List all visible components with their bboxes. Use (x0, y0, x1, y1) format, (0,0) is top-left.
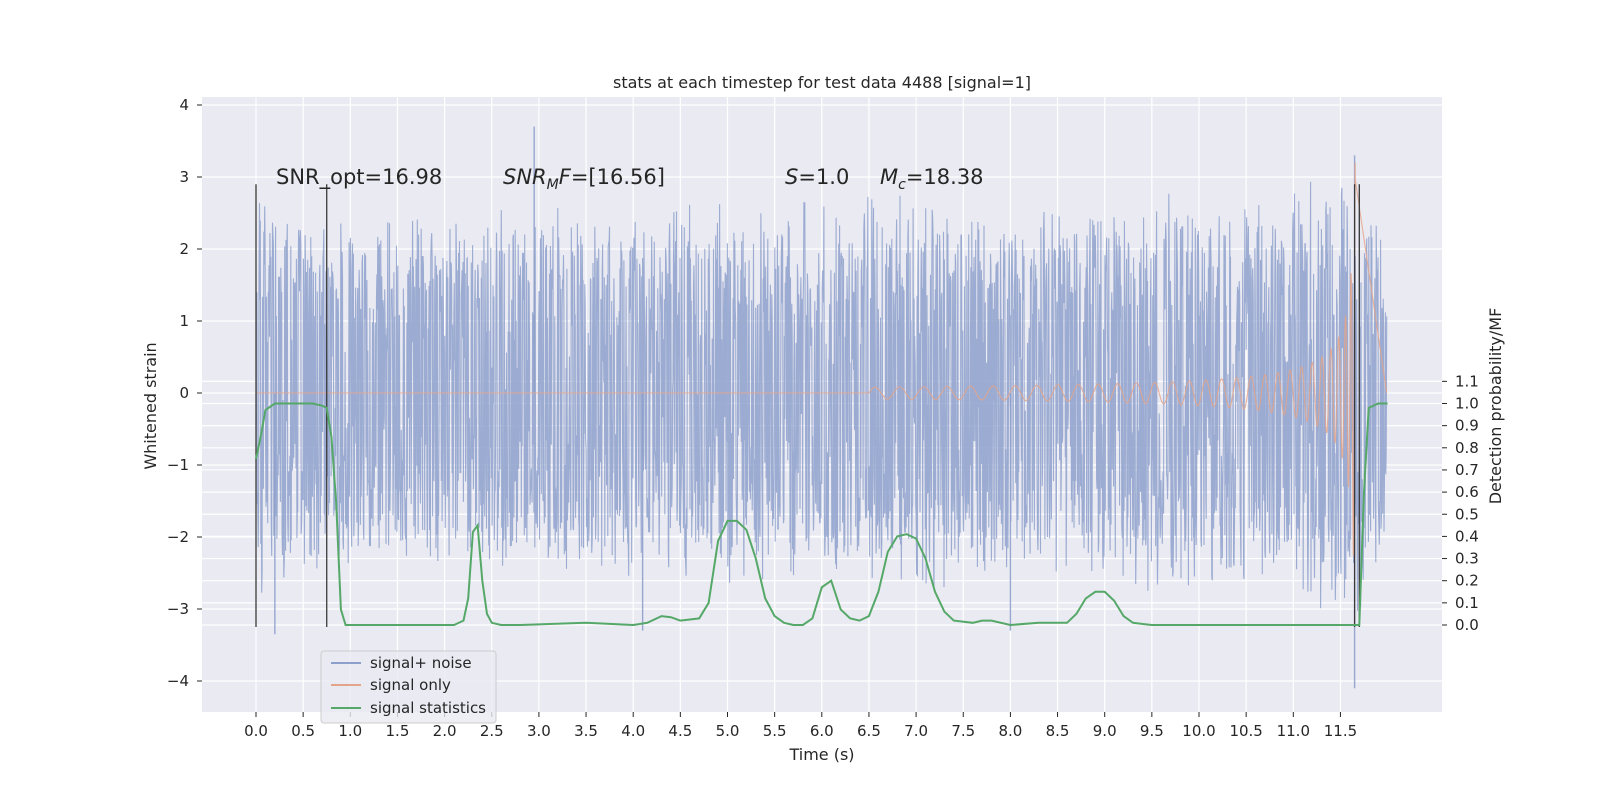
x-axis-label: Time (s) (788, 745, 854, 764)
x-tick-label: 1.5 (386, 722, 410, 740)
y-tick-label: −3 (167, 600, 189, 618)
y-tick-label: −2 (167, 528, 189, 546)
vertical-markers (255, 184, 1360, 627)
y-tick-label: 4 (179, 96, 189, 114)
y-tick-label: −4 (167, 672, 189, 690)
y-axis-label: Whitened strain (141, 342, 160, 469)
y-axis-right-label: Detection probability/MF (1486, 308, 1505, 505)
annotation-snr-opt: SNR_opt=16.98 (276, 165, 442, 190)
y-right-tick-label: 0.6 (1455, 483, 1479, 501)
y-right-tick-label: 0.1 (1455, 594, 1479, 612)
legend-label-signal-statistics: signal statistics (370, 699, 486, 717)
y-right-tick-label: 0.7 (1455, 461, 1479, 479)
y-tick-label: −1 (167, 456, 189, 474)
legend-box (320, 650, 497, 724)
x-tick-label: 10.0 (1182, 722, 1215, 740)
signal-noise-line (255, 181, 1388, 611)
y-right-tick-label: 0.5 (1455, 505, 1479, 523)
chart-title: stats at each timestep for test data 448… (613, 73, 1031, 92)
legend: signal+ noise signal only signal statist… (320, 650, 497, 724)
y-right-tick-label: 1.0 (1455, 395, 1479, 413)
x-tick-label: 8.0 (998, 722, 1022, 740)
x-tick-label: 3.5 (574, 722, 598, 740)
y-tick-label: 1 (179, 312, 189, 330)
y-tick-label: 2 (179, 240, 189, 258)
series-signal-only (256, 162, 1388, 557)
annotation-snr-mf: SNRMF=[16.56] (503, 165, 665, 193)
y-right-tick-label: 0.9 (1455, 417, 1479, 435)
x-tick-label: 4.5 (668, 722, 692, 740)
y-right-tick-label: 1.1 (1455, 372, 1479, 390)
y-right-tick-label: 0.4 (1455, 527, 1479, 545)
x-tick-label: 11.0 (1277, 722, 1310, 740)
x-tick-label: 9.5 (1140, 722, 1164, 740)
x-tick-label: 1.0 (338, 722, 362, 740)
signal-only-line (256, 162, 1388, 557)
series-signal-statistics (255, 402, 1388, 627)
x-tick-label: 5.0 (716, 722, 740, 740)
x-tick-label: 2.5 (480, 722, 504, 740)
x-tick-label: 0.5 (291, 722, 315, 740)
x-tick-label: 2.0 (433, 722, 457, 740)
y-right-tick-label: 0.0 (1455, 616, 1479, 634)
y-right-tick-label: 0.3 (1455, 550, 1479, 568)
x-tick-label: 6.0 (810, 722, 834, 740)
y-tick-label: 3 (179, 168, 189, 186)
x-tick-label: 4.0 (621, 722, 645, 740)
y-right-tick-label: 0.2 (1455, 572, 1479, 590)
x-tick-label: 3.0 (527, 722, 551, 740)
annotation-s: S=1.0 (785, 165, 849, 189)
x-tick-label: 10.5 (1229, 722, 1262, 740)
x-tick-label: 9.0 (1093, 722, 1117, 740)
x-tick-label: 7.0 (904, 722, 928, 740)
signal-statistics-line (255, 402, 1388, 627)
y-right-tick-label: 0.8 (1455, 439, 1479, 457)
annotation-mc: Mc=18.38 (880, 165, 984, 193)
x-tick-label: 0.0 (244, 722, 268, 740)
x-tick-label: 8.5 (1046, 722, 1070, 740)
x-tick-label: 6.5 (857, 722, 881, 740)
x-tick-label: 5.5 (763, 722, 787, 740)
x-tick-label: 11.5 (1324, 722, 1357, 740)
x-tick-label: 7.5 (951, 722, 975, 740)
y-tick-label: 0 (179, 384, 189, 402)
legend-label-signal-noise: signal+ noise (370, 654, 472, 672)
legend-label-signal-only: signal only (370, 676, 451, 694)
